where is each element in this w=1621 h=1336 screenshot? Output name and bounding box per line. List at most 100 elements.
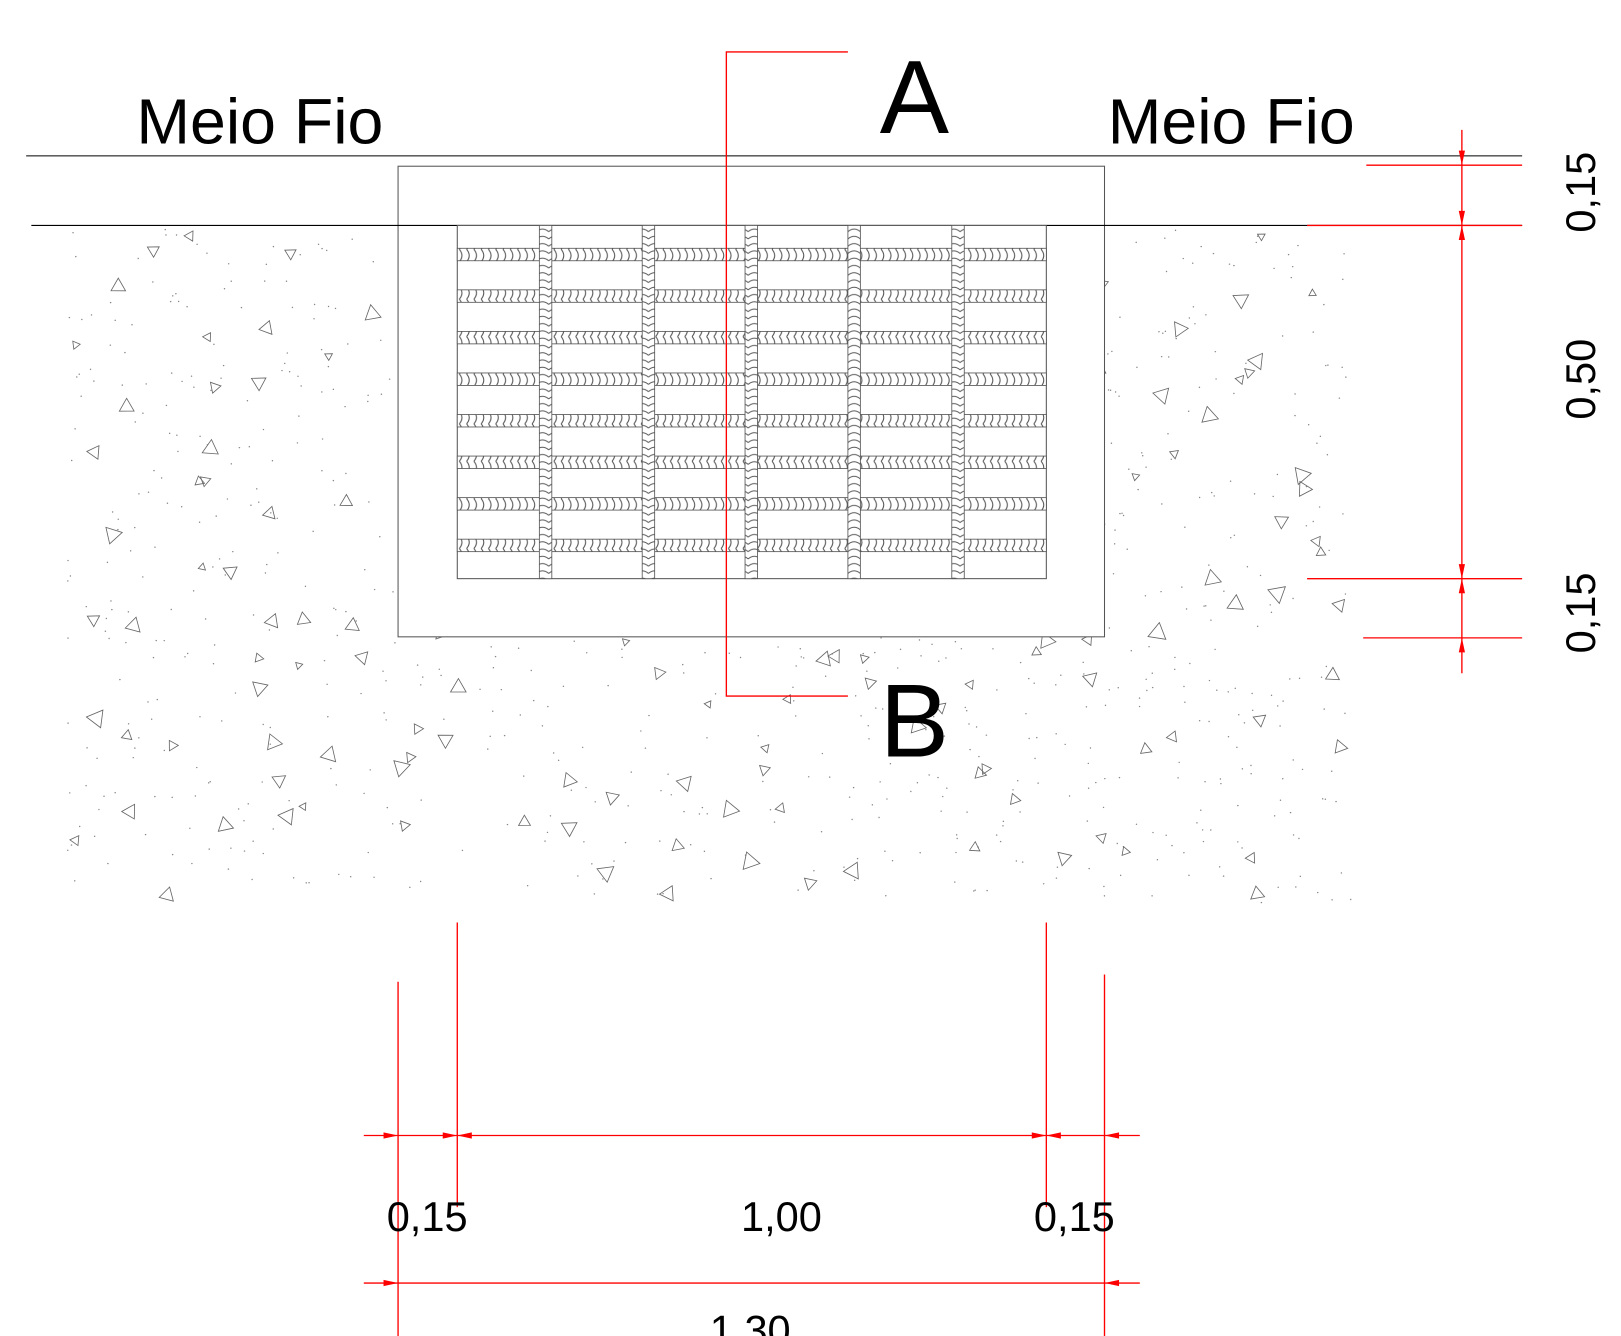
stipple-dot [69, 792, 71, 794]
stipple-dot [1107, 389, 1110, 391]
stipple-dot [1171, 844, 1173, 847]
stipple-dot [325, 249, 328, 252]
stipple-dot [1208, 720, 1210, 723]
stipple-dot [848, 796, 851, 798]
stipple-dot [1227, 691, 1229, 693]
stipple-dot [1327, 364, 1329, 366]
stipple-dot [547, 705, 549, 708]
stipple-dot [308, 881, 310, 884]
aggregate [298, 802, 307, 812]
stipple-dot [163, 749, 166, 752]
stipple-dot [1178, 761, 1180, 764]
stipple-dot [224, 574, 227, 576]
stipple-dot [204, 618, 207, 620]
stipple-dot [1281, 335, 1284, 337]
stipple-dot [1279, 799, 1282, 801]
stipple-dot [928, 774, 930, 776]
stipple-dot [1213, 495, 1215, 497]
aggregate [209, 381, 222, 395]
stipple-dot [243, 819, 245, 822]
section-mark: A [880, 40, 950, 156]
stipple-dot [517, 647, 520, 649]
stipple-dot [67, 637, 69, 639]
stipple-dot [891, 859, 894, 862]
stipple-dot [251, 878, 253, 881]
stipple-dot [541, 725, 544, 727]
stipple-dot [630, 771, 633, 773]
stipple-dot [96, 757, 98, 760]
stipple-dot [199, 716, 201, 718]
stipple-dot [70, 844, 73, 846]
stipple-dot [500, 688, 503, 691]
stipple-dot [109, 344, 112, 346]
stipple-dot [820, 830, 823, 833]
stipple-dot [955, 834, 958, 836]
stipple-dot [1328, 549, 1330, 552]
aggregate [258, 319, 273, 335]
stipple-dot [1216, 689, 1218, 691]
stipple-dot [388, 378, 391, 380]
aggregate [1256, 233, 1266, 242]
stipple-dot [874, 651, 876, 654]
stipple-dot [1220, 782, 1222, 785]
stipple-dot [347, 343, 349, 345]
stipple-dot [391, 823, 394, 825]
aggregate [910, 716, 928, 734]
dimension-label: 0,15 [387, 1193, 468, 1240]
aggregate [671, 837, 686, 852]
stipple-dot [170, 372, 173, 374]
stipple-dot [490, 646, 492, 648]
stipple-dot [1215, 378, 1217, 380]
stipple-dot [886, 798, 888, 800]
stipple-dot [121, 384, 124, 386]
stipple-dot [1033, 682, 1035, 684]
stipple-dot [270, 512, 272, 514]
stipple-dot [1292, 759, 1294, 761]
stipple-dot [1103, 895, 1106, 897]
stipple-dot [327, 305, 330, 308]
stipple-dot [154, 546, 156, 548]
stipple-dot [880, 637, 882, 639]
stipple-dot [1279, 725, 1281, 727]
aggregate [1057, 851, 1073, 867]
stipple-dot [132, 756, 134, 759]
stipple-dot [363, 792, 365, 795]
stipple-dot [1108, 627, 1111, 629]
stipple-dot [85, 784, 87, 787]
aggregate [449, 677, 467, 693]
stipple-dot [1138, 697, 1141, 699]
stipple-dot [1318, 506, 1321, 508]
stipple-dot [186, 306, 188, 308]
aggregate [217, 815, 235, 832]
vertical-dimension [1307, 129, 1523, 674]
stipple-dot [76, 376, 78, 378]
stipple-dot [125, 641, 127, 644]
aggregate [1244, 851, 1256, 864]
stipple-dot [73, 880, 76, 882]
stipple-dot [144, 833, 147, 836]
stipple-dot [1019, 811, 1021, 813]
stipple-dot [1272, 495, 1274, 498]
stipple-dot [662, 892, 664, 895]
stipple-dot [792, 686, 794, 689]
stipple-dot [1168, 356, 1170, 358]
stipple-dot [492, 710, 494, 712]
stipple-dot [1269, 604, 1271, 606]
stipple-dot [117, 528, 119, 531]
stipple-dot [851, 818, 853, 821]
stipple-dot [1204, 605, 1207, 607]
stipple-dot [74, 428, 76, 430]
stipple-dot [875, 707, 877, 709]
stipple-dot [212, 566, 214, 568]
stipple-dot [1294, 393, 1296, 395]
stipple-dot [530, 669, 533, 672]
stipple-dot [345, 472, 347, 475]
stipple-dot [416, 664, 419, 666]
stipple-dot [180, 506, 183, 508]
stipple-dot [824, 675, 827, 677]
aggregate [782, 693, 792, 705]
stipple-dot [1203, 605, 1205, 607]
dimension-label: 0,15 [1557, 152, 1604, 233]
stipple-dot [881, 708, 884, 710]
